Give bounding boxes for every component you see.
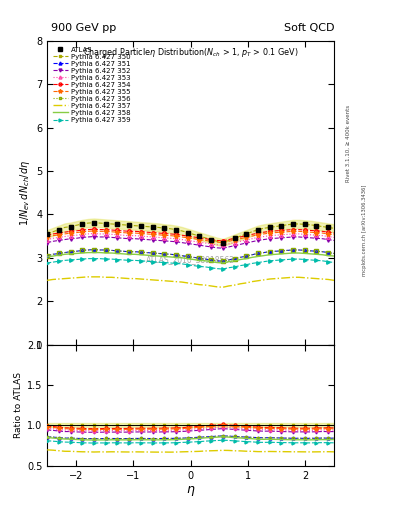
ATLAS: [74, 222, 79, 228]
ATLAS: [127, 222, 132, 228]
ATLAS: [220, 240, 225, 246]
ATLAS: [144, 223, 149, 229]
ATLAS: [255, 226, 260, 232]
ATLAS: [45, 231, 50, 237]
ATLAS: [232, 235, 237, 241]
ATLAS: [156, 224, 161, 230]
ATLAS: [303, 221, 307, 227]
ATLAS: [261, 225, 266, 231]
ATLAS: [103, 221, 108, 227]
ATLAS: [273, 223, 278, 229]
ATLAS: [308, 222, 313, 228]
Y-axis label: $1/N_{ev}\,dN_{ch}/d\eta$: $1/N_{ev}\,dN_{ch}/d\eta$: [18, 160, 32, 226]
ATLAS: [174, 226, 178, 232]
ATLAS: [279, 223, 284, 229]
X-axis label: $\eta$: $\eta$: [186, 483, 195, 498]
ATLAS: [326, 224, 331, 230]
ATLAS: [209, 237, 213, 243]
ATLAS: [185, 229, 190, 236]
ATLAS: [97, 220, 102, 226]
ATLAS: [191, 231, 196, 238]
Text: Rivet 3.1.10, ≥ 400k events: Rivet 3.1.10, ≥ 400k events: [346, 105, 351, 182]
ATLAS: [57, 226, 61, 232]
ATLAS: [244, 231, 249, 237]
Text: Soft QCD: Soft QCD: [284, 23, 334, 33]
ATLAS: [203, 235, 208, 241]
ATLAS: [314, 223, 319, 229]
ATLAS: [250, 229, 254, 235]
ATLAS: [62, 224, 67, 230]
ATLAS: [215, 238, 219, 244]
ATLAS: [150, 224, 155, 230]
ATLAS: [132, 223, 137, 229]
ATLAS: [180, 228, 184, 234]
ATLAS: [138, 223, 143, 229]
Text: mcplots.cern.ch [arXiv:1306.3436]: mcplots.cern.ch [arXiv:1306.3436]: [362, 185, 367, 276]
Text: 900 GeV pp: 900 GeV pp: [51, 23, 116, 33]
ATLAS: [285, 222, 290, 228]
ATLAS: [320, 223, 325, 229]
ATLAS: [297, 221, 301, 227]
ATLAS: [226, 238, 231, 244]
Y-axis label: Ratio to ATLAS: Ratio to ATLAS: [14, 372, 23, 438]
ATLAS: [197, 233, 202, 239]
ATLAS: [68, 223, 73, 229]
ATLAS: [115, 221, 120, 227]
Line: ATLAS: ATLAS: [45, 220, 336, 245]
ATLAS: [92, 220, 96, 226]
Text: ATLAS_2010_S8918562: ATLAS_2010_S8918562: [146, 255, 235, 264]
ATLAS: [80, 221, 84, 227]
Legend: ATLAS, Pythia 6.427 350, Pythia 6.427 351, Pythia 6.427 352, Pythia 6.427 353, P: ATLAS, Pythia 6.427 350, Pythia 6.427 35…: [50, 44, 133, 126]
Text: Charged Particle$\eta$ Distribution($N_{ch}$ > 1, $p_{T}$ > 0.1 GeV): Charged Particle$\eta$ Distribution($N_{…: [83, 46, 298, 58]
ATLAS: [238, 233, 243, 239]
ATLAS: [109, 221, 114, 227]
ATLAS: [267, 224, 272, 230]
ATLAS: [86, 220, 90, 226]
ATLAS: [51, 229, 55, 235]
ATLAS: [291, 221, 296, 227]
ATLAS: [168, 226, 173, 232]
ATLAS: [162, 225, 167, 231]
ATLAS: [332, 225, 336, 231]
ATLAS: [121, 222, 126, 228]
